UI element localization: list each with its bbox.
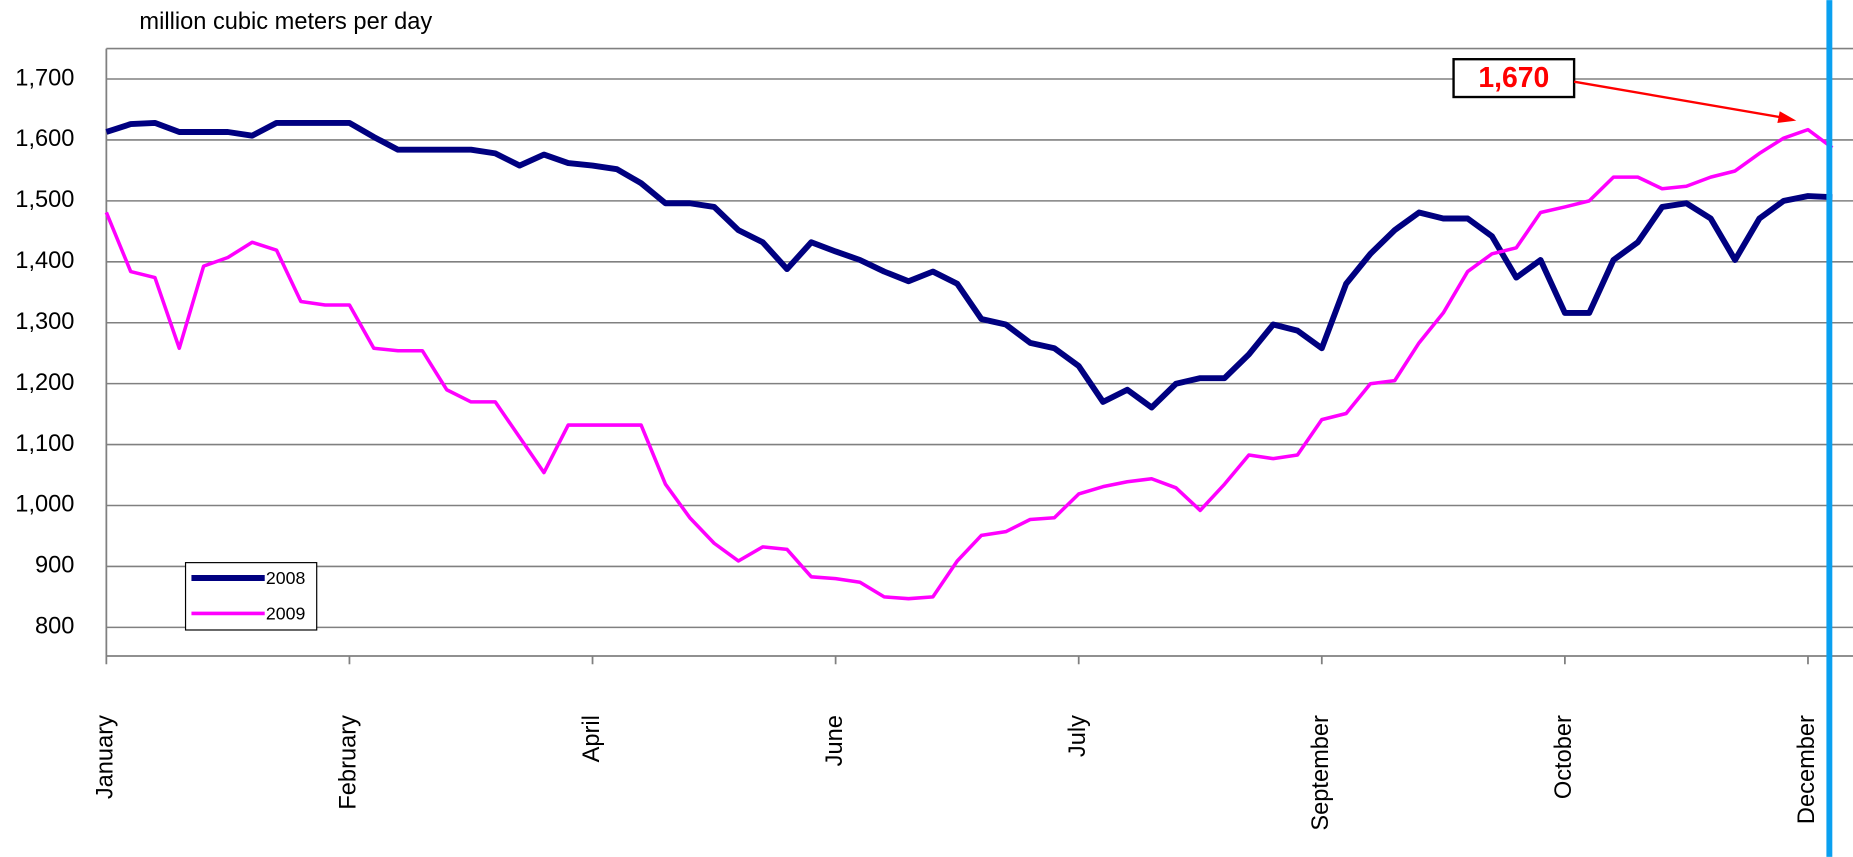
arrow-head <box>1777 111 1797 124</box>
x-tick-label: October <box>1551 715 1577 799</box>
y-tick-label: 1,400 <box>15 248 74 274</box>
x-tick-label: September <box>1308 715 1334 831</box>
y-tick-label: 800 <box>35 614 74 640</box>
y-tick-label: 1,700 <box>15 65 74 91</box>
y-tick-label: 1,100 <box>15 431 74 457</box>
x-tick-label: December <box>1794 715 1820 824</box>
annotation-arrow <box>1573 80 1788 120</box>
y-tick-label: 900 <box>35 553 74 579</box>
legend-label: 2008 <box>266 568 306 588</box>
annotation: 1,670 <box>1478 62 1549 94</box>
x-tick-label: January <box>93 715 119 799</box>
y-tick-label: 1,200 <box>15 370 74 396</box>
x-tick-label: June <box>822 715 848 766</box>
legend <box>184 562 318 631</box>
series-line <box>104 127 1834 601</box>
legend-label: 2009 <box>266 603 306 623</box>
series-line <box>105 119 1833 411</box>
y-tick-label: 1,500 <box>15 187 74 213</box>
y-tick-label: 1,300 <box>15 309 74 335</box>
annotation-box <box>1452 58 1576 99</box>
y-tick-label: 1,600 <box>15 126 74 152</box>
x-tick-label: February <box>336 715 362 810</box>
plot <box>104 78 1853 629</box>
y-axis-label: million cubic meters per day <box>139 9 432 35</box>
y-tick-label: 1,000 <box>15 492 74 518</box>
x-tick-label: July <box>1065 715 1091 757</box>
x-tick-label: April <box>579 715 605 762</box>
